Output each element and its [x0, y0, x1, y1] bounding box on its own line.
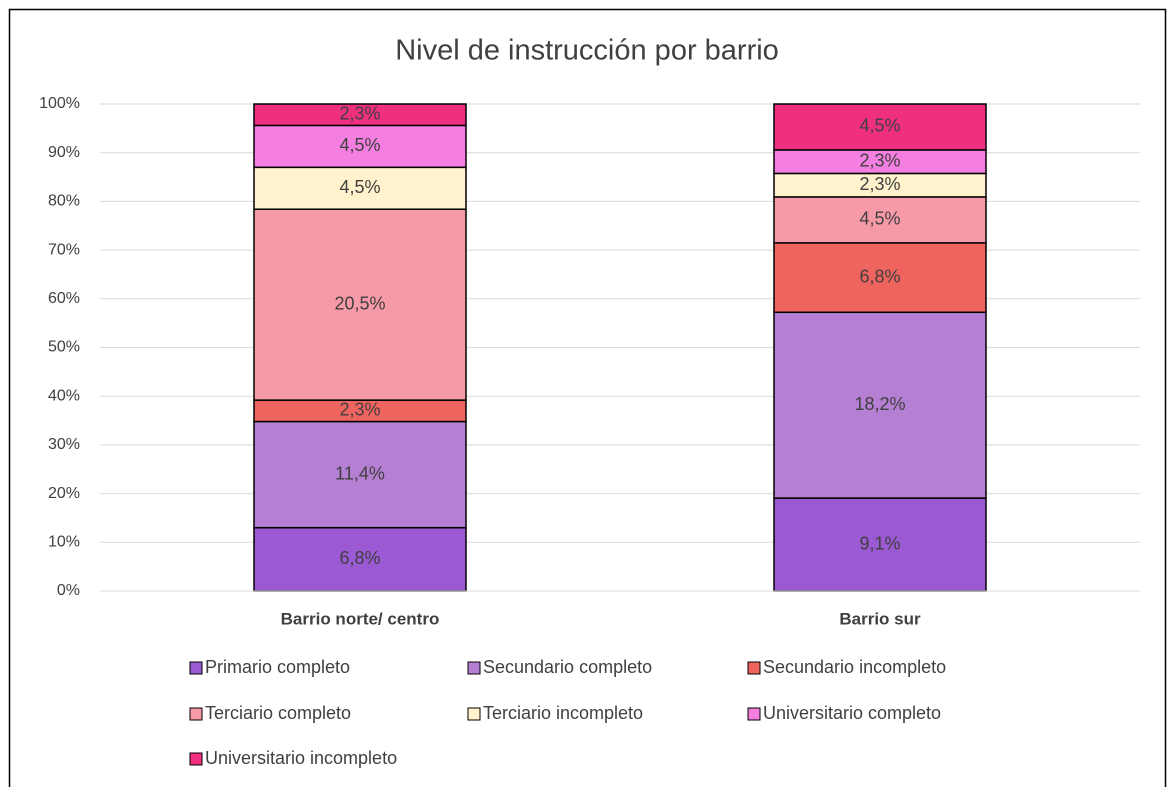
legend-label: Universitario incompleto: [205, 748, 397, 768]
y-tick-label: 20%: [48, 485, 80, 502]
x-tick-label: Barrio sur: [839, 609, 921, 628]
data-label: 2,3%: [339, 103, 380, 123]
legend-label: Secundario incompleto: [763, 657, 946, 677]
legend-swatch: [467, 661, 481, 675]
legend-swatch: [189, 752, 203, 766]
bar-segment: [253, 526, 467, 592]
data-label: 4,5%: [339, 177, 380, 197]
legend-label: Universitario completo: [763, 703, 941, 723]
y-tick-label: 80%: [48, 193, 80, 210]
y-tick-label: 60%: [48, 290, 80, 307]
data-label: 18,2%: [854, 394, 905, 414]
legend-swatch: [189, 661, 203, 675]
legend-label: Terciario completo: [205, 703, 351, 723]
bar-segment: [773, 311, 987, 499]
y-tick-label: 30%: [48, 436, 80, 453]
data-label: 4,5%: [859, 209, 900, 229]
legend-label: Primario completo: [205, 657, 350, 677]
y-tick-label: 70%: [48, 241, 80, 258]
data-label: 4,5%: [339, 135, 380, 155]
data-label: 20,5%: [334, 293, 385, 313]
chart-title: Nivel de instrucción por barrio: [395, 35, 779, 67]
bar-segment: [253, 103, 467, 127]
data-label: 11,4%: [335, 463, 385, 483]
data-label: 2,3%: [859, 150, 900, 170]
legend-label: Terciario incompleto: [483, 703, 643, 723]
y-tick-label: 40%: [48, 387, 80, 404]
bar-segment: [253, 124, 467, 169]
bar-segment: [773, 103, 987, 151]
bar-segment: [773, 196, 987, 244]
bar-segment: [773, 242, 987, 314]
legend-swatch: [747, 707, 761, 721]
data-label: 6,8%: [339, 548, 380, 568]
legend-swatch: [467, 707, 481, 721]
data-label: 2,3%: [339, 400, 380, 420]
y-tick-label: 90%: [48, 144, 80, 161]
data-label: 6,8%: [859, 266, 900, 286]
x-tick-label: Barrio norte/ centro: [281, 609, 440, 628]
y-tick-label: 100%: [39, 95, 80, 112]
bar-segment: [253, 166, 467, 210]
data-label: 4,5%: [859, 116, 900, 136]
y-tick-label: 10%: [48, 534, 80, 551]
y-tick-label: 50%: [48, 339, 80, 356]
bar-segment: [253, 420, 467, 529]
data-label: 2,3%: [859, 174, 900, 194]
y-tick-label: 0%: [57, 582, 80, 599]
data-label: 9,1%: [859, 533, 900, 553]
legend-swatch: [747, 661, 761, 675]
legend-label: Secundario completo: [483, 657, 652, 677]
legend-swatch: [189, 707, 203, 721]
